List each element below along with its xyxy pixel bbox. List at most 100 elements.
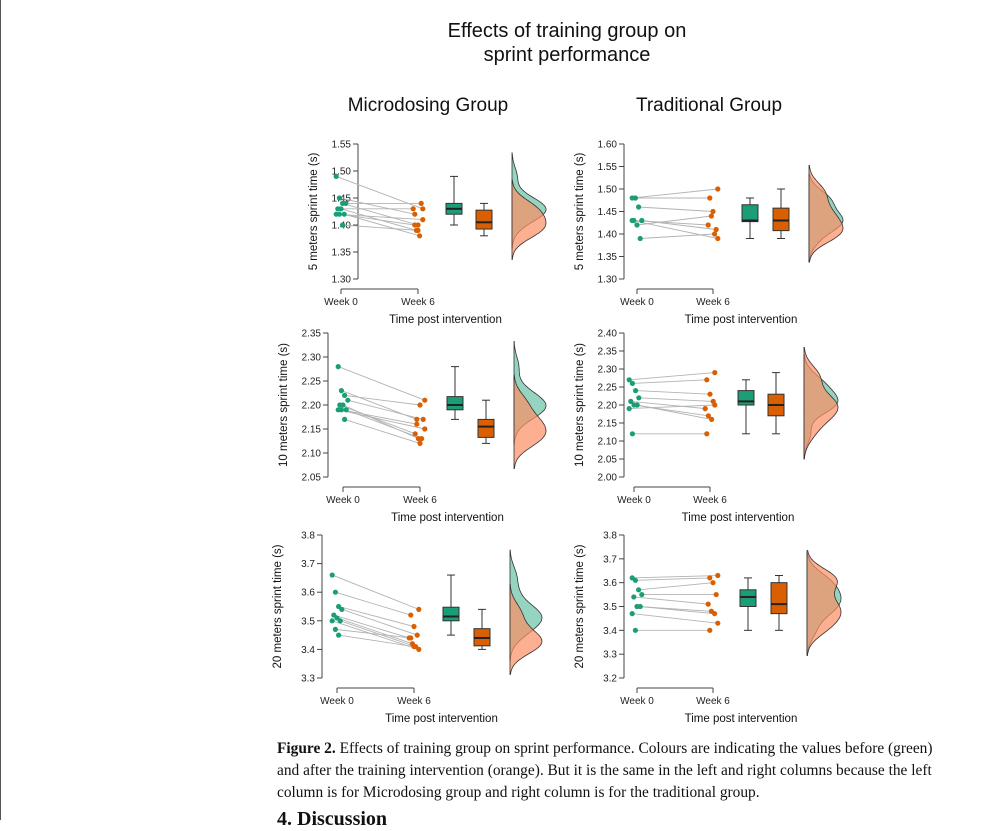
week6-point — [420, 217, 426, 223]
y-tick-label: 3.3 — [301, 674, 315, 685]
y-tick-label: 1.35 — [598, 252, 618, 263]
week6-point — [709, 416, 715, 422]
week6-point — [710, 580, 716, 586]
y-tick-label: 2.35 — [598, 347, 618, 358]
figure-caption: Figure 2. Effects of training group on s… — [277, 738, 947, 804]
paired-line — [339, 197, 415, 215]
week0-point — [633, 388, 639, 394]
y-tick-label: 1.55 — [598, 162, 618, 173]
week6-point — [410, 206, 416, 212]
week0-point — [336, 195, 342, 201]
x-tick-label: Week 6 — [397, 696, 431, 707]
week0-point — [329, 618, 335, 624]
y-tick-label: 3.7 — [301, 559, 315, 570]
week6-point — [715, 572, 721, 579]
paired-line — [341, 608, 418, 636]
y-tick-label: 2.30 — [302, 353, 322, 364]
week0-point — [332, 626, 338, 632]
week0-point — [637, 603, 643, 610]
week6-point — [712, 402, 718, 408]
y-tick-label: 3.5 — [603, 602, 617, 613]
y-axis-label: 10 meters sprint time (s) — [278, 343, 290, 467]
week0-point — [629, 217, 635, 224]
x-axis-label: Time post intervention — [685, 314, 798, 326]
y-tick-label: 2.15 — [598, 419, 618, 430]
iqr-box — [446, 396, 464, 411]
y-tick-label: 3.7 — [603, 554, 617, 565]
week6-density — [808, 164, 844, 263]
paired-line — [336, 213, 423, 221]
week0-point — [339, 606, 345, 612]
paired-line — [332, 574, 419, 610]
paired-line — [637, 404, 712, 420]
week0-point — [639, 217, 645, 224]
paired-line — [632, 220, 718, 239]
paired-line — [632, 613, 718, 624]
paired-line — [342, 202, 419, 226]
x-axis-label: Time post intervention — [389, 314, 502, 326]
panel-4: 2.00 2.05 2.10 2.15 2.20 2.25 2.30 2.35 2.40 10 m… — [574, 329, 839, 524]
week0-point — [343, 407, 349, 413]
x-tick-label: Week 6 — [401, 297, 435, 308]
y-tick-label: 3.6 — [301, 588, 315, 599]
week6-point — [705, 222, 711, 228]
week6-point — [415, 227, 421, 233]
week6-point — [417, 440, 423, 446]
panel-6: 3.2 3.3 3.4 3.5 3.6 3.7 3.8 20 meters sprint ti… — [574, 531, 842, 725]
week0-point — [632, 577, 639, 583]
x-tick-label: Week 6 — [403, 495, 437, 506]
iqr-box — [741, 204, 759, 223]
paired-line — [342, 404, 419, 440]
week0-point — [333, 173, 339, 179]
paired-line — [635, 390, 711, 395]
paired-line — [338, 606, 415, 627]
x-tick-label: Week 0 — [324, 297, 358, 308]
iqr-box — [442, 606, 460, 622]
week0-point — [628, 398, 634, 404]
column-title-traditional: Traditional Group — [636, 95, 782, 116]
week6-point — [707, 627, 713, 633]
week0-point — [336, 632, 342, 638]
week6-point — [412, 431, 418, 437]
iqr-box — [737, 390, 755, 406]
y-tick-label: 3.5 — [301, 616, 315, 627]
week6-point — [715, 620, 721, 626]
y-tick-label: 3.8 — [301, 531, 315, 542]
y-tick-label: 3.6 — [603, 578, 617, 589]
week0-point — [634, 402, 640, 408]
paired-line — [342, 224, 419, 231]
y-tick-label: 2.05 — [302, 473, 322, 484]
figure-title-line1: Effects of training group on — [448, 20, 687, 42]
week0-point — [634, 222, 640, 228]
week0-boxplot — [741, 197, 759, 239]
week0-point — [629, 611, 635, 617]
paired-line — [635, 577, 710, 581]
week6-point — [712, 370, 718, 376]
x-tick-label: Week 6 — [696, 696, 730, 707]
week6-point — [420, 416, 426, 422]
paired-line — [339, 404, 416, 435]
week0-point — [636, 587, 642, 593]
caption-text: Effects of training group on sprint perf… — [277, 740, 933, 801]
week0-point — [337, 618, 343, 624]
week6-point — [411, 643, 417, 650]
week6-point — [704, 377, 710, 383]
panel-5: 3.3 3.4 3.5 3.6 3.7 3.8 20 meters sprint time … — [272, 531, 543, 725]
y-tick-label: 1.40 — [598, 230, 618, 241]
week6-point — [414, 416, 420, 422]
week6-point — [704, 431, 710, 437]
week6-point — [414, 421, 420, 427]
paired-line — [344, 213, 420, 237]
y-tick-label: 1.60 — [598, 140, 618, 151]
week0-point — [639, 591, 645, 598]
week6-point — [712, 611, 718, 617]
week6-boxplot — [770, 575, 788, 631]
paired-line — [338, 409, 425, 430]
week6-point — [416, 606, 422, 612]
panel-1: 1.301.351.401.451.501.555 meters sprint … — [308, 140, 547, 326]
week6-point — [715, 186, 721, 192]
week6-point — [713, 591, 719, 598]
week0-point — [329, 572, 335, 578]
week6-point — [419, 436, 425, 442]
week6-point — [710, 208, 716, 215]
